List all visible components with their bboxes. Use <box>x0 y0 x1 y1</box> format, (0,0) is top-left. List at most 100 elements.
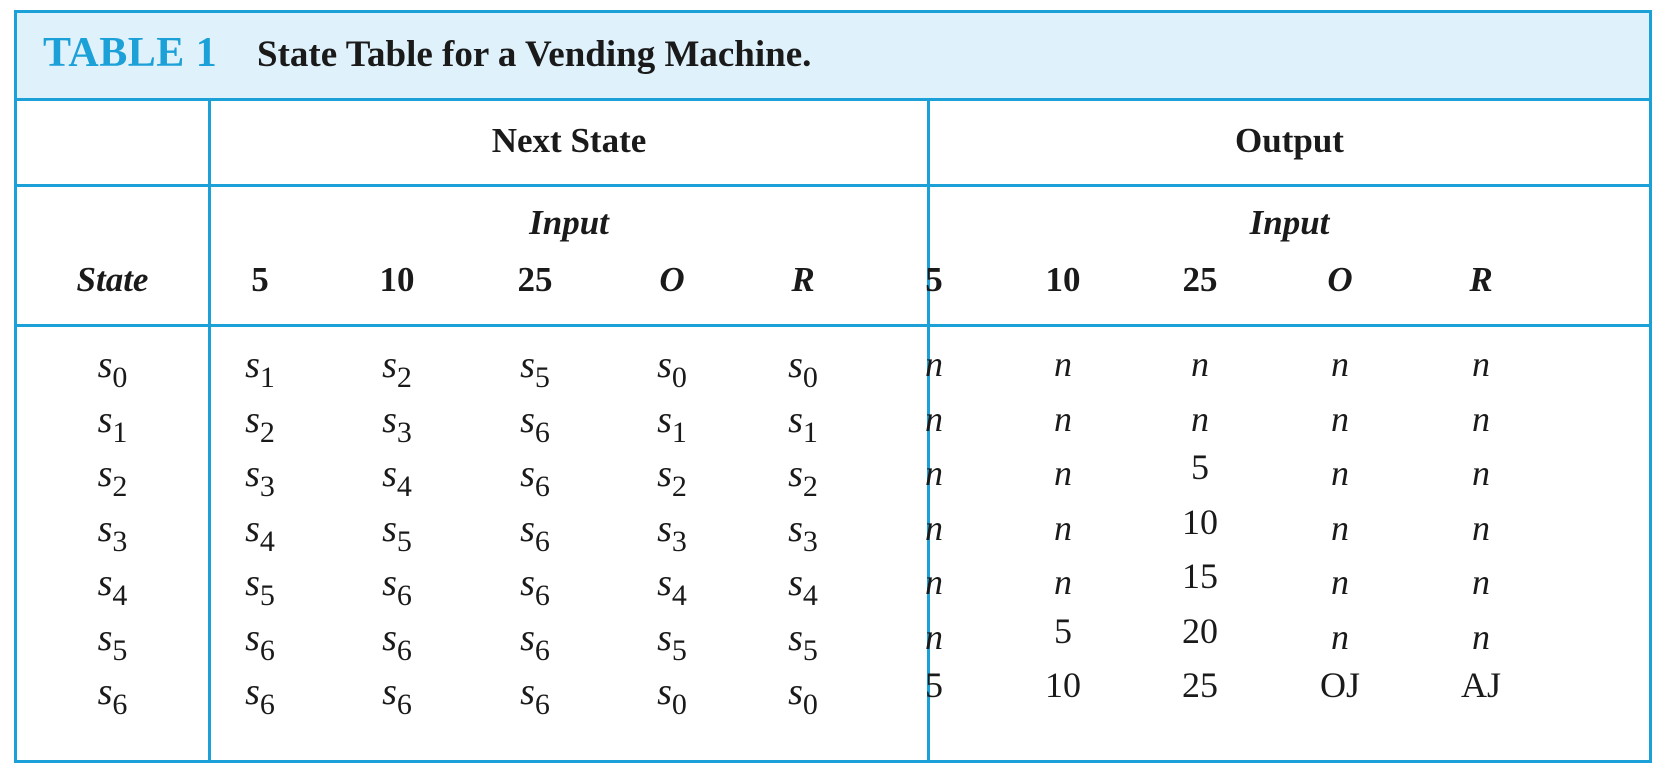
state-subscript: 3 <box>396 415 412 449</box>
output-cell: 5 <box>1191 447 1209 487</box>
output-cell: n <box>1191 398 1209 439</box>
group-header-next-state: Next State <box>491 121 647 160</box>
next-state-cell: s0 <box>743 670 863 721</box>
state-subscript: 0 <box>671 688 687 721</box>
state-symbol: s <box>382 616 397 659</box>
output-cell: n <box>1054 562 1072 602</box>
state-subscript: 1 <box>259 361 275 394</box>
state-symbol: s <box>657 507 672 550</box>
next-state-cell: s6 <box>475 561 595 612</box>
output-cell: n <box>1472 507 1490 548</box>
output-cell: n <box>1054 344 1072 384</box>
state-symbol: s <box>382 344 397 386</box>
state-subscript: 0 <box>671 361 687 394</box>
output-cell: n <box>925 616 943 657</box>
state-symbol: s <box>657 616 672 659</box>
output-cell: 25 <box>1182 665 1218 705</box>
next-state-cell: s4 <box>743 561 863 612</box>
input-label-next-state: Input <box>529 203 609 242</box>
output-cell: n <box>1331 344 1349 384</box>
output-cell: n <box>1331 616 1349 657</box>
state-subscript: 2 <box>396 361 412 394</box>
state-subscript: 4 <box>396 470 412 503</box>
next-state-cell: s3 <box>337 398 457 449</box>
next-state-column-header: 25 <box>517 260 553 299</box>
next-state-cell: s0 <box>743 343 863 394</box>
state-cell: s6 <box>17 670 208 721</box>
state-subscript: 2 <box>671 470 687 503</box>
output-cell: 5 <box>1054 610 1072 651</box>
output-cell: n <box>1331 398 1349 439</box>
state-symbol: s <box>97 398 113 441</box>
state-cell: s1 <box>17 398 208 449</box>
state-subscript: 5 <box>534 361 550 394</box>
output-cell: AJ <box>1460 665 1501 705</box>
next-state-cell: s6 <box>337 561 457 612</box>
table-row: s1 s2 s3 s6 s1 s1 n n n n n <box>17 398 1649 454</box>
state-symbol: s <box>245 453 260 495</box>
state-subscript: 0 <box>802 361 818 394</box>
output-column-header: R <box>1469 260 1493 299</box>
next-state-cell: s3 <box>743 507 863 558</box>
output-cell: n <box>925 398 943 439</box>
state-cell: s0 <box>17 343 208 394</box>
state-cell: s3 <box>17 507 208 558</box>
output-cell: 10 <box>1045 665 1081 705</box>
state-symbol: s <box>657 398 672 441</box>
state-symbol: s <box>382 398 397 441</box>
next-state-cell: s4 <box>200 507 320 558</box>
next-state-cell: s4 <box>612 561 732 612</box>
state-subscript: 6 <box>259 633 275 667</box>
state-subscript: 6 <box>396 579 412 612</box>
output-cell: n <box>1472 616 1490 657</box>
state-symbol: s <box>245 671 260 713</box>
state-subscript: 5 <box>802 633 818 667</box>
state-symbol: s <box>520 671 535 713</box>
state-subscript: 4 <box>112 579 128 612</box>
output-cell: n <box>1054 453 1072 493</box>
output-column-header: O <box>1327 260 1353 299</box>
next-state-cell: s5 <box>743 616 863 667</box>
state-cell: s2 <box>17 452 208 503</box>
table-label: TABLE 1 <box>43 30 218 76</box>
divider-group-header <box>17 184 1649 187</box>
next-state-cell: s3 <box>612 507 732 558</box>
state-subscript: 2 <box>112 470 128 503</box>
next-state-cell: s6 <box>475 670 595 721</box>
state-symbol: s <box>97 453 113 495</box>
state-symbol: s <box>657 453 672 495</box>
state-symbol: s <box>382 507 397 550</box>
table-row: s4 s5 s6 s6 s4 s4 n n 15 n n <box>17 556 1649 617</box>
next-state-cell: s2 <box>743 452 863 503</box>
table-row: s0 s1 s2 s5 s0 s0 n n n n n <box>17 343 1649 399</box>
state-subscript: 3 <box>802 524 818 558</box>
output-cell: 15 <box>1182 556 1218 596</box>
state-symbol: s <box>97 562 113 604</box>
state-subscript: 3 <box>671 524 687 558</box>
state-symbol: s <box>657 562 672 604</box>
state-subscript: 6 <box>112 688 128 721</box>
table-row: s2 s3 s4 s6 s2 s2 n n 5 n n <box>17 447 1649 508</box>
state-subscript: 5 <box>671 633 687 667</box>
state-subscript: 6 <box>534 415 550 449</box>
state-subscript: 1 <box>112 415 128 449</box>
output-cell: n <box>1054 507 1072 548</box>
state-symbol: s <box>97 671 113 713</box>
state-symbol: s <box>520 616 535 659</box>
output-cell: n <box>1191 344 1209 384</box>
output-cell: n <box>1331 507 1349 548</box>
next-state-cell: s5 <box>200 561 320 612</box>
state-symbol: s <box>657 671 672 713</box>
output-cell: n <box>925 453 943 493</box>
state-column-header: State <box>76 260 149 299</box>
next-state-cell: s0 <box>612 343 732 394</box>
state-symbol: s <box>245 616 260 659</box>
state-symbol: s <box>245 398 260 441</box>
divider-column-header <box>17 324 1649 327</box>
state-subscript: 1 <box>671 415 687 449</box>
table-row: s5 s6 s6 s6 s5 s5 n 5 20 n n <box>17 611 1649 672</box>
output-cell: 20 <box>1182 610 1218 651</box>
state-symbol: s <box>245 507 260 550</box>
output-cell: n <box>925 344 943 384</box>
output-column-header: 5 <box>925 260 943 299</box>
